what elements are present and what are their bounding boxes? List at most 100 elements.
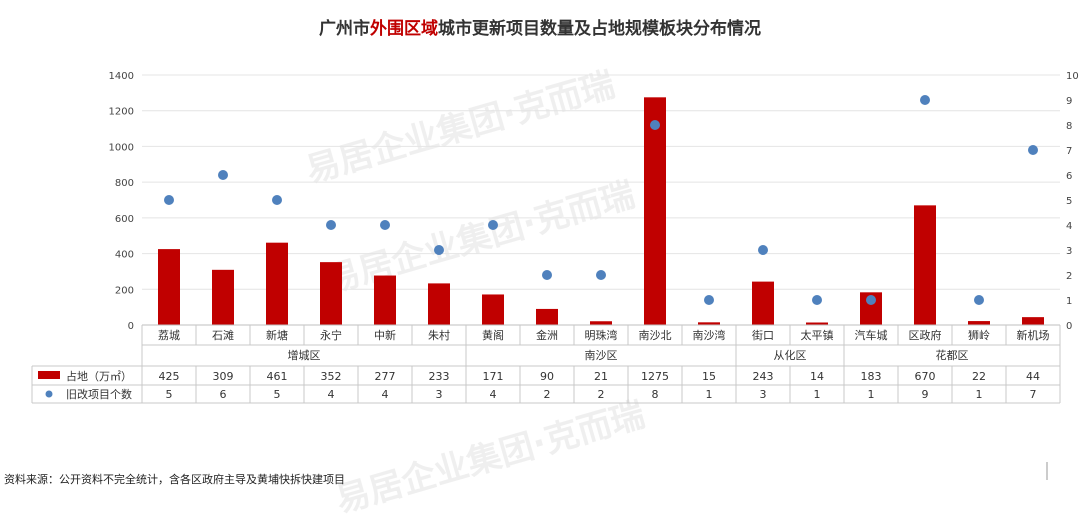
scatter-point xyxy=(866,295,876,305)
data-label-area: 21 xyxy=(594,370,608,383)
bar xyxy=(482,294,504,325)
scatter-point xyxy=(380,220,390,230)
data-label-area: 352 xyxy=(321,370,342,383)
y-tick-label: 400 xyxy=(115,250,134,261)
bar xyxy=(428,283,450,325)
bar xyxy=(212,269,234,325)
x-tick-label: 南沙北 xyxy=(639,329,672,342)
bar xyxy=(1022,317,1044,325)
legend-bar-label: 占地（万㎡） xyxy=(66,369,132,383)
data-label-area: 233 xyxy=(429,370,450,383)
x-tick-label: 明珠湾 xyxy=(585,328,618,342)
data-label-area: 425 xyxy=(159,370,180,383)
x-tick-label: 街口 xyxy=(752,328,774,342)
data-label-count: 4 xyxy=(490,388,497,401)
scatter-point xyxy=(542,270,552,280)
y2-tick-label: 6 xyxy=(1066,171,1072,182)
bar xyxy=(320,262,342,325)
x-tick-label: 永宁 xyxy=(320,328,342,342)
scatter-point xyxy=(758,245,768,255)
scatter-point xyxy=(488,220,498,230)
bar xyxy=(590,321,612,325)
bar xyxy=(158,249,180,325)
y2-tick-label: 0 xyxy=(1066,321,1072,332)
scatter-point xyxy=(974,295,984,305)
x-tick-label: 荔城 xyxy=(158,329,180,342)
data-label-count: 7 xyxy=(1030,388,1037,401)
data-label-area: 90 xyxy=(540,370,554,383)
data-label-count: 1 xyxy=(976,388,983,401)
x-tick-label: 南沙湾 xyxy=(693,328,726,342)
data-label-area: 22 xyxy=(972,370,986,383)
scatter-point xyxy=(218,170,228,180)
y-tick-label: 200 xyxy=(115,285,134,296)
scatter-point xyxy=(1028,145,1038,155)
y-tick-label: 1000 xyxy=(109,142,134,153)
x-tick-label: 石滩 xyxy=(212,328,234,342)
data-label-area: 171 xyxy=(483,370,504,383)
y2-tick-label: 10 xyxy=(1066,71,1079,82)
bar xyxy=(968,321,990,325)
data-label-count: 2 xyxy=(544,388,551,401)
y2-tick-label: 2 xyxy=(1066,271,1072,282)
group-label: 花都区 xyxy=(936,349,969,362)
data-label-area: 1275 xyxy=(641,370,669,383)
y2-tick-label: 7 xyxy=(1066,146,1072,157)
bar xyxy=(806,322,828,325)
scatter-point xyxy=(650,120,660,130)
data-label-area: 670 xyxy=(915,370,936,383)
group-label: 南沙区 xyxy=(585,349,618,362)
data-label-area: 243 xyxy=(753,370,774,383)
data-label-count: 1 xyxy=(868,388,875,401)
bar xyxy=(914,205,936,325)
title-part1: 广州市 xyxy=(319,19,370,39)
x-tick-label: 区政府 xyxy=(909,328,942,342)
legend-dot-key xyxy=(45,390,53,398)
scatter-point xyxy=(272,195,282,205)
y2-tick-label: 5 xyxy=(1066,196,1072,207)
data-label-area: 461 xyxy=(267,370,288,383)
bar xyxy=(374,275,396,325)
y-tick-label: 800 xyxy=(115,178,134,189)
x-tick-label: 中新 xyxy=(374,328,396,342)
x-tick-label: 朱村 xyxy=(428,328,450,342)
y-tick-label: 1200 xyxy=(109,107,134,118)
data-label-area: 183 xyxy=(861,370,882,383)
data-label-count: 5 xyxy=(166,388,173,401)
scatter-point xyxy=(164,195,174,205)
x-tick-label: 汽车城 xyxy=(855,328,888,342)
data-label-count: 2 xyxy=(598,388,605,401)
x-tick-label: 新机场 xyxy=(1017,328,1050,342)
data-label-area: 14 xyxy=(810,370,824,383)
data-label-area: 44 xyxy=(1026,370,1040,383)
y2-tick-label: 8 xyxy=(1066,121,1072,132)
source-note: 资料来源：公开资料不完全统计，含各区政府主导及黄埔快拆快建项目 xyxy=(4,473,345,486)
chart: 0 200 400 600 800 1000 1200 1400 0 1 2 3 4 5 6 7 8 9 10 增城区… xyxy=(31,71,1079,480)
bar xyxy=(536,308,558,325)
title-part2: 城市更新项目数量及占地规模板块分布情况 xyxy=(438,19,761,39)
x-tick-label: 狮岭 xyxy=(968,328,990,342)
data-label-count: 5 xyxy=(274,388,281,401)
data-label-count: 8 xyxy=(652,388,659,401)
y-tick-label: 1400 xyxy=(109,71,134,82)
bar xyxy=(698,322,720,325)
data-label-area: 309 xyxy=(213,370,234,383)
y-tick-label: 600 xyxy=(115,214,134,225)
legend-dot-label: 旧改项目个数 xyxy=(66,387,132,401)
scatter-point xyxy=(326,220,336,230)
scatter-point xyxy=(920,95,930,105)
x-tick-label: 金洲 xyxy=(536,328,558,342)
x-tick-label: 新塘 xyxy=(266,328,288,342)
scatter-point xyxy=(434,245,444,255)
scatter-point xyxy=(812,295,822,305)
data-label-count: 1 xyxy=(706,388,713,401)
data-label-area: 277 xyxy=(375,370,396,383)
bar xyxy=(266,242,288,325)
data-label-count: 4 xyxy=(328,388,335,401)
data-label-count: 1 xyxy=(814,388,821,401)
x-tick-label: 黄阁 xyxy=(482,328,504,342)
bar xyxy=(644,97,666,325)
data-label-area: 15 xyxy=(702,370,716,383)
data-label-count: 6 xyxy=(220,388,227,401)
x-tick-label: 太平镇 xyxy=(801,328,834,342)
